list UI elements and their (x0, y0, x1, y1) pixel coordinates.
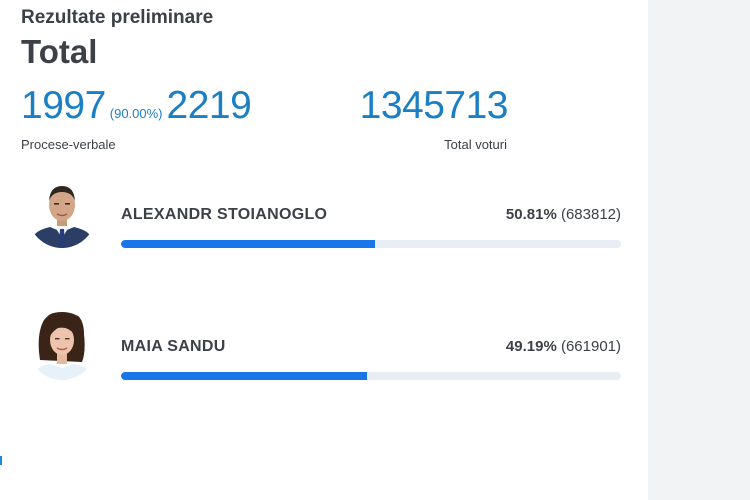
vote-bar-track (121, 240, 621, 248)
candidate-votes: (683812) (560, 206, 621, 223)
processed-count: 1997 (21, 84, 106, 127)
results-title: Total (21, 33, 98, 70)
scroll-indicator (0, 456, 2, 465)
vote-bar-fill (121, 240, 376, 248)
candidate-photo-stoianoglo (28, 180, 96, 248)
vote-bar-track (121, 372, 621, 380)
candidate-name: MAIA SANDU (121, 338, 226, 355)
total-votes-count: 1345713 (359, 84, 509, 127)
candidate-result: 50.81% (683812) (506, 206, 621, 223)
results-subtitle: Rezultate preliminare (21, 7, 214, 28)
candidate-row: ALEXANDR STOIANOGLO 50.81% (683812) (0, 172, 648, 262)
processed-percent: (90.00%) (109, 106, 163, 121)
protocol-counts: 1997 (90.00%) 2219 (21, 84, 252, 128)
total-protocols-count: 2219 (166, 84, 252, 127)
side-gutter (648, 0, 750, 500)
vote-bar-fill (121, 372, 367, 380)
candidate-result: 49.19% (661901) (506, 338, 621, 355)
candidate-votes: (661901) (560, 338, 621, 355)
candidate-row: MAIA SANDU 49.19% (661901) (0, 304, 648, 394)
candidate-percent: 50.81% (505, 206, 557, 223)
votes-label: Total voturi (444, 137, 507, 152)
candidate-photo-sandu (28, 312, 96, 380)
results-panel: Rezultate preliminare Total 1997 (90.00%)… (0, 7, 648, 465)
candidate-percent: 49.19% (505, 338, 557, 355)
candidate-name: ALEXANDR STOIANOGLO (121, 206, 328, 223)
protocols-label: Procese-verbale (21, 137, 116, 152)
